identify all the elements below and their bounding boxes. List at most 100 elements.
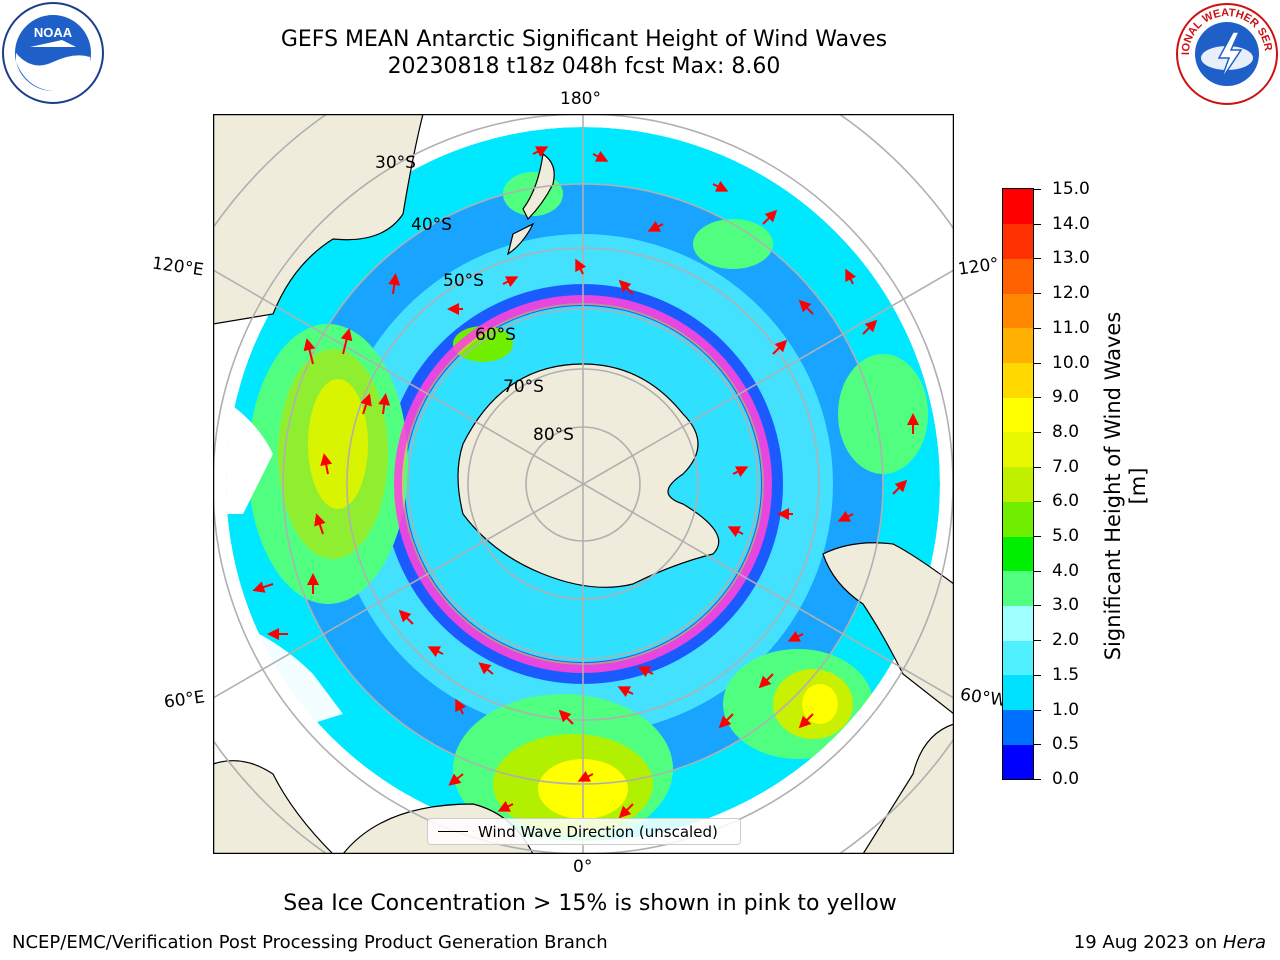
colorbar-tick-mark (1034, 431, 1041, 433)
colorbar-tick-label: 2.0 (1052, 630, 1080, 651)
wind-arrows (252, 146, 919, 819)
colorbar-tick-mark (1034, 258, 1041, 260)
lat-label-80s: 80°S (533, 425, 574, 445)
colorbar-tick-label: 11.0 (1052, 317, 1090, 338)
map-panel: 30°S 40°S 50°S 60°S 70°S 80°S Wind Wave … (213, 114, 954, 854)
colorbar-segment (1003, 640, 1033, 676)
latitude-labels: 30°S 40°S 50°S 60°S 70°S 80°S (375, 153, 574, 445)
colorbar-segment (1003, 327, 1033, 364)
colorbar-tick-mark (1034, 501, 1041, 503)
wind-arrow (427, 646, 444, 658)
lat-label-50s: 50°S (443, 271, 484, 291)
colorbar-tick-label: 14.0 (1052, 213, 1090, 234)
wind-arrow (758, 673, 774, 689)
colorbar-segment (1003, 709, 1033, 745)
colorbar-segment (1003, 189, 1033, 225)
footer-date-text: 19 Aug 2023 on (1073, 932, 1223, 953)
wind-arrow (303, 338, 316, 365)
colorbar-tick-mark (1034, 397, 1041, 399)
wind-arrow (577, 770, 594, 782)
wind-arrow (448, 773, 464, 786)
colorbar-tick-mark (1034, 605, 1041, 607)
lat-label-40s: 40°S (411, 215, 452, 235)
lon-label-bottom: 0° (573, 857, 593, 877)
colorbar-tick-mark (1034, 223, 1041, 225)
colorbar-segment (1003, 362, 1033, 398)
wind-arrow (647, 220, 664, 232)
colorbar-segment (1003, 466, 1033, 502)
colorbar-tick-label: 9.0 (1052, 387, 1080, 408)
wind-arrow (618, 279, 634, 295)
lon-label-upper-left: 120°E (150, 253, 205, 281)
colorbar-tick-mark (1034, 293, 1041, 295)
colorbar-tick-mark (1034, 779, 1041, 780)
colorbar-segment (1003, 431, 1033, 468)
noaa-logo-text: NOAA (34, 25, 73, 40)
polar-map: 30°S 40°S 50°S 60°S 70°S 80°S (213, 114, 954, 854)
footer-date: 19 Aug 2023 on Hera (1074, 932, 1266, 953)
colorbar-tick-label: 6.0 (1052, 491, 1080, 512)
colorbar-segment (1003, 258, 1033, 294)
colorbar-tick-label: 15.0 (1052, 179, 1090, 199)
legend-label: Wind Wave Direction (unscaled) (478, 822, 718, 841)
colorbar-tick-mark (1034, 744, 1041, 746)
chart-subtitle: 20230818 t18z 048h fcst Max: 8.60 (387, 54, 781, 79)
colorbar-segment (1003, 293, 1033, 329)
colorbar-tick-label: 1.5 (1052, 664, 1080, 685)
wind-arrow (892, 479, 908, 495)
lon-label-top: 180° (560, 89, 601, 109)
wind-arrow (320, 453, 333, 475)
colorbar (1002, 188, 1034, 780)
colorbar-tick-mark (1034, 466, 1041, 468)
colorbar-tick-label: 0.0 (1052, 769, 1080, 789)
colorbar-tick-label: 8.0 (1052, 421, 1080, 442)
sea-ice-note-text: Sea Ice Concentration > 15% is shown in … (283, 891, 897, 916)
sea-ice-note: Sea Ice Concentration > 15% is shown in … (0, 891, 1280, 916)
wind-arrow (478, 662, 494, 675)
colorbar-segment (1003, 744, 1033, 780)
wind-arrow (862, 319, 878, 335)
legend-line-swatch (438, 831, 468, 832)
noaa-logo: NOAA (2, 2, 104, 104)
wind-arrow (378, 393, 391, 415)
wind-arrow (618, 803, 634, 819)
colorbar-segment (1003, 223, 1033, 259)
colorbar-tick-mark (1034, 709, 1041, 711)
colorbar-tick-mark (1034, 570, 1041, 572)
wind-arrow (727, 526, 744, 538)
colorbar-tick-mark (1034, 536, 1041, 538)
chart-title: GEFS MEAN Antarctic Significant Height o… (280, 27, 888, 52)
nws-logo: NATIONAL WEATHER SERVICE (1175, 2, 1278, 105)
colorbar-segment (1003, 674, 1033, 711)
lon-label-upper-right: 120° (956, 254, 1001, 280)
colorbar-tick-label: 7.0 (1052, 456, 1080, 477)
lon-label-lower-left: 60°E (162, 687, 207, 713)
colorbar-tick-label: 3.0 (1052, 595, 1080, 616)
colorbar-tick-label: 1.0 (1052, 699, 1080, 720)
wind-arrow (314, 513, 326, 535)
wind-arrow (360, 393, 372, 415)
map-legend: Wind Wave Direction (unscaled) (427, 818, 741, 845)
colorbar-tick-mark (1034, 640, 1041, 642)
wind-arrow (502, 276, 519, 288)
colorbar-tick-label: 0.5 (1052, 734, 1080, 755)
footer-host: Hera (1222, 932, 1266, 953)
wind-arrow (845, 268, 857, 285)
colorbar-label: Significant Height of Wind Waves [m] (1101, 311, 1150, 661)
colorbar-tick-mark (1034, 674, 1041, 676)
colorbar-tick-mark (1034, 327, 1041, 329)
colorbar-tick-label: 10.0 (1052, 352, 1090, 373)
wind-arrow (712, 180, 729, 192)
wind-arrow (772, 339, 788, 355)
lat-label-30s: 30°S (375, 153, 416, 173)
wind-arrow (575, 258, 587, 275)
wind-arrow (798, 713, 814, 729)
wind-arrow (558, 709, 574, 725)
wind-arrow (732, 466, 749, 478)
wind-arrow (252, 581, 274, 593)
colorbar-tick-label: 4.0 (1052, 560, 1080, 581)
lat-label-60s: 60°S (475, 325, 516, 345)
wind-arrow (340, 328, 353, 355)
colorbar-tick-mark (1034, 189, 1041, 190)
colorbar-tick-label: 5.0 (1052, 526, 1080, 547)
